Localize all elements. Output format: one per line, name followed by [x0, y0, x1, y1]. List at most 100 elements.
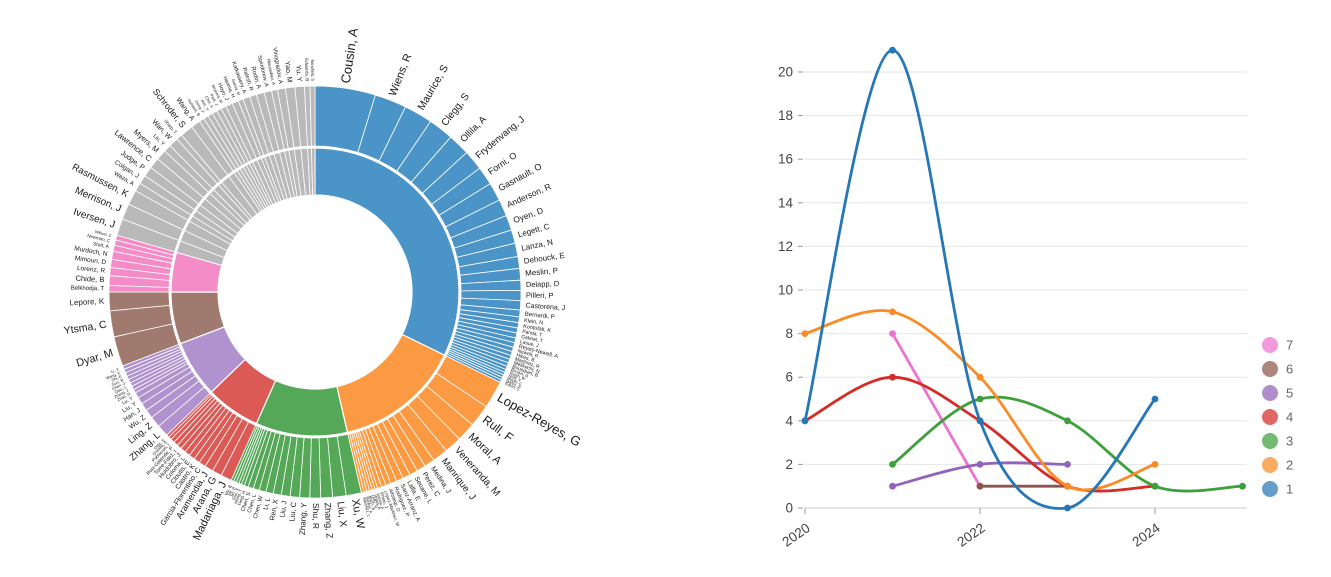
legend-label-3[interactable]: 3	[1286, 434, 1293, 449]
legend-item-2[interactable]: 2	[1262, 457, 1293, 473]
sunburst-author-label: Reid, V	[508, 373, 522, 383]
cluster-trend-linechart: 0 2 4 6 8 10 12 14 16 18 20 2020 2022 2024 7 6 5 4 3 2 1	[740, 0, 1331, 577]
sunburst-author-label: Li, L	[262, 497, 272, 511]
sunburst-author-label: Chen, L	[247, 493, 258, 513]
sunburst-cluster-arc[interactable]	[311, 147, 316, 196]
point-series-5[interactable]	[889, 482, 896, 490]
point-series-1[interactable]	[801, 417, 809, 425]
sunburst-author-label: Bandfield, S	[310, 59, 315, 81]
point-series-2[interactable]	[1151, 461, 1159, 468]
point-series-1[interactable]	[976, 417, 984, 425]
legend-label-1[interactable]: 1	[1286, 482, 1293, 497]
y-tick-label: 2	[785, 457, 793, 472]
sunburst-author-label: Qiao, L	[114, 384, 128, 395]
sunburst-author-label: Park, J	[209, 93, 219, 106]
sunburst-author-label: Zhang, J	[113, 388, 129, 400]
sunburst-author-label: Ytsma, C	[63, 319, 108, 338]
sunburst-author-label: Dyar, M	[75, 347, 115, 369]
y-tick-label: 18	[778, 108, 793, 123]
y-tick-label: 6	[785, 370, 793, 385]
sunburst-author-label: Vegas, A	[373, 493, 382, 510]
legend-item-4[interactable]: 4	[1262, 409, 1293, 425]
point-series-6[interactable]	[976, 482, 984, 490]
point-series-3[interactable]	[1064, 417, 1071, 425]
line-series-1[interactable]	[803, 48, 1157, 510]
point-series-5[interactable]	[1064, 461, 1071, 468]
legend-swatch-1[interactable]	[1262, 481, 1278, 497]
legend-item-3[interactable]: 3	[1262, 433, 1293, 449]
sunburst-author-label: Newell, R	[517, 348, 540, 360]
sunburst-author-label: Rull, F	[480, 413, 516, 445]
sunburst-author-label: Wang, Y	[233, 488, 243, 504]
sunburst-author-label: Yu, Y	[294, 65, 302, 82]
point-series-2[interactable]	[976, 373, 984, 381]
y-tick-label: 20	[778, 65, 793, 80]
legend-swatch-5[interactable]	[1262, 385, 1278, 401]
x-tick-label: 2022	[955, 520, 988, 550]
sunburst-author-label: Liu, X	[334, 501, 348, 528]
sunburst-author-label: Lepore, K	[69, 297, 105, 308]
sunburst-author-label: Zhao, H	[116, 391, 131, 402]
sunburst-author-label: Oyen, D	[512, 205, 545, 225]
legend-label-5[interactable]: 5	[1286, 386, 1293, 401]
sunburst-author-label: Rapin, W	[509, 370, 526, 381]
y-tick-label: 8	[785, 326, 793, 341]
sunburst-author-label: Stott, A	[92, 241, 110, 250]
sunburst-author-label: Zhang, Y	[298, 502, 309, 535]
sunburst-author-label: Marin, B	[367, 495, 376, 511]
sunburst-author-label: Chen, W	[253, 495, 265, 519]
legend-item-1[interactable]: 1	[1262, 481, 1293, 497]
y-tick-label: 12	[778, 239, 793, 254]
line-series-7[interactable]	[891, 332, 982, 488]
sunburst-author-label: Guo, B	[111, 377, 125, 387]
point-series-4[interactable]	[889, 373, 896, 381]
y-tick-label: 0	[785, 501, 793, 516]
point-series-1[interactable]	[889, 46, 896, 54]
legend-swatch-6[interactable]	[1262, 361, 1278, 377]
legend-swatch-4[interactable]	[1262, 409, 1278, 425]
sunburst-author-label: Panda, T	[522, 329, 543, 339]
line-series-3[interactable]	[891, 395, 1244, 493]
legend-item-5[interactable]: 5	[1262, 385, 1293, 401]
sunburst-author-label: Yao, M	[283, 61, 293, 84]
point-series-3[interactable]	[976, 395, 984, 403]
legend-item-7[interactable]: 7	[1262, 337, 1293, 353]
sunburst-author-label: Pilleri, P	[526, 291, 554, 300]
point-series-5[interactable]	[976, 461, 984, 468]
point-series-2[interactable]	[889, 308, 896, 316]
legend-label-4[interactable]: 4	[1286, 410, 1293, 425]
point-series-3[interactable]	[1151, 482, 1159, 490]
sunburst-author-label: Li, Y	[110, 367, 120, 375]
sunburst-author-label: Lanza, N	[521, 237, 554, 252]
legend-item-6[interactable]: 6	[1262, 361, 1293, 377]
legend-swatch-7[interactable]	[1262, 337, 1278, 353]
sunburst-author-arc[interactable]	[309, 85, 316, 147]
point-series-3[interactable]	[889, 461, 896, 468]
sunburst-author-label: Wang, X	[105, 370, 121, 381]
sunburst-author-label: Vinogradov, A	[271, 47, 283, 84]
sunburst-author-label: Hibos, B	[515, 352, 535, 364]
sunburst-author-label: Lasue, J	[519, 339, 539, 349]
legend-label-7[interactable]: 7	[1286, 338, 1293, 353]
point-series-7[interactable]	[889, 330, 896, 337]
point-series-1[interactable]	[1064, 504, 1071, 512]
sunburst-author-label: Garcia, A	[376, 493, 386, 511]
legend-label-2[interactable]: 2	[1286, 458, 1293, 473]
sunburst-author-label: Ortiz, R	[370, 494, 379, 509]
sunburst-author-label: Xu, W	[349, 498, 367, 530]
sunburst-author-label: Gabriel, T	[521, 334, 544, 344]
point-series-3[interactable]	[1239, 482, 1246, 490]
legend-label-6[interactable]: 6	[1286, 362, 1293, 377]
sunburst-author-label: Mouradian, A	[266, 59, 276, 86]
sunburst-cluster-arc[interactable]	[314, 147, 460, 356]
point-series-1[interactable]	[1151, 395, 1159, 403]
point-series-2[interactable]	[1064, 482, 1071, 490]
sunburst-author-label: Ren, X	[269, 499, 280, 522]
sunburst-author-label: Kim, Y	[200, 99, 210, 112]
point-series-2[interactable]	[801, 330, 809, 337]
line-series-4[interactable]	[803, 375, 1157, 493]
legend-swatch-3[interactable]	[1262, 433, 1278, 449]
legend-swatch-2[interactable]	[1262, 457, 1278, 473]
